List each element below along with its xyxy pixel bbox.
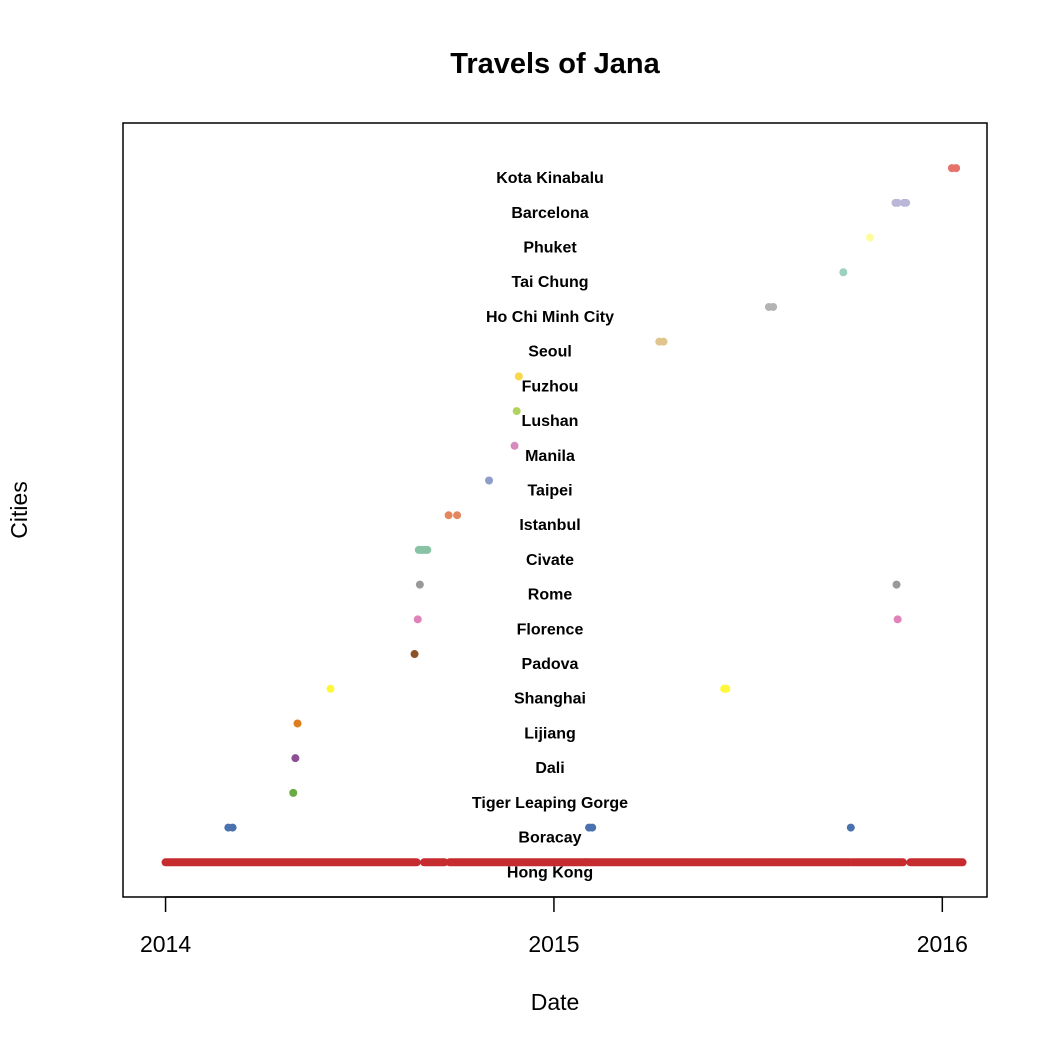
visit-point bbox=[415, 580, 424, 589]
city-label: Shanghai bbox=[514, 691, 586, 708]
visit-point bbox=[893, 198, 902, 207]
x-tick-labels: 2014 2015 2016 bbox=[140, 931, 968, 957]
visit-point bbox=[291, 754, 300, 763]
y-axis-title: Cities bbox=[6, 481, 32, 539]
visit-point bbox=[410, 650, 419, 659]
visit-point bbox=[326, 684, 335, 693]
city-label: Istanbul bbox=[519, 517, 580, 534]
data-marks bbox=[161, 164, 967, 867]
visit-point bbox=[865, 233, 874, 242]
visit-point bbox=[722, 684, 731, 693]
visit-point bbox=[289, 788, 298, 797]
visit-point bbox=[893, 615, 902, 624]
visit-point bbox=[839, 268, 848, 277]
city-label: Seoul bbox=[528, 344, 572, 361]
visit-point bbox=[514, 372, 523, 381]
visit-point bbox=[413, 615, 422, 624]
city-label: Hong Kong bbox=[507, 864, 593, 881]
city-label: Tiger Leaping Gorge bbox=[472, 795, 628, 812]
city-label: Dali bbox=[535, 760, 564, 777]
city-label: Lijiang bbox=[524, 725, 576, 742]
city-label: Taipei bbox=[527, 482, 572, 499]
chart-title: Travels of Jana bbox=[450, 48, 660, 80]
city-label: Rome bbox=[528, 587, 573, 604]
city-label: Kota Kinabalu bbox=[496, 170, 604, 187]
city-label: Barcelona bbox=[511, 205, 588, 222]
visit-point bbox=[846, 823, 855, 832]
city-label: Padova bbox=[522, 656, 579, 673]
visit-point bbox=[423, 545, 432, 554]
city-label: Ho Chi Minh City bbox=[486, 309, 614, 326]
city-label: Tai Chung bbox=[511, 274, 588, 291]
city-label: Boracay bbox=[518, 830, 581, 847]
city-labels: Hong Kong Boracay Tiger Leaping Gorge Dali L… bbox=[472, 170, 628, 881]
visit-point bbox=[453, 511, 462, 520]
city-label: Florence bbox=[517, 621, 584, 638]
city-label: Manila bbox=[525, 448, 575, 465]
x-tick-label: 2016 bbox=[917, 931, 968, 957]
x-axis bbox=[164, 896, 944, 912]
city-label: Fuzhou bbox=[522, 378, 579, 395]
visit-point bbox=[485, 476, 494, 485]
visit-point bbox=[510, 441, 519, 450]
visit-point bbox=[512, 407, 521, 416]
visit-point bbox=[769, 302, 778, 311]
visit-point bbox=[293, 719, 302, 728]
x-tick-label: 2014 bbox=[140, 931, 191, 957]
visit-point bbox=[952, 164, 961, 173]
visit-point bbox=[228, 823, 237, 832]
visit-point bbox=[444, 511, 453, 520]
x-tick-label: 2015 bbox=[528, 931, 579, 957]
visit-point bbox=[588, 823, 597, 832]
visit-point bbox=[892, 580, 901, 589]
x-axis-title: Date bbox=[531, 989, 580, 1015]
city-label: Lushan bbox=[522, 413, 579, 430]
visit-point bbox=[902, 198, 911, 207]
visit-point bbox=[659, 337, 668, 346]
city-label: Phuket bbox=[523, 240, 577, 257]
city-label: Civate bbox=[526, 552, 574, 569]
